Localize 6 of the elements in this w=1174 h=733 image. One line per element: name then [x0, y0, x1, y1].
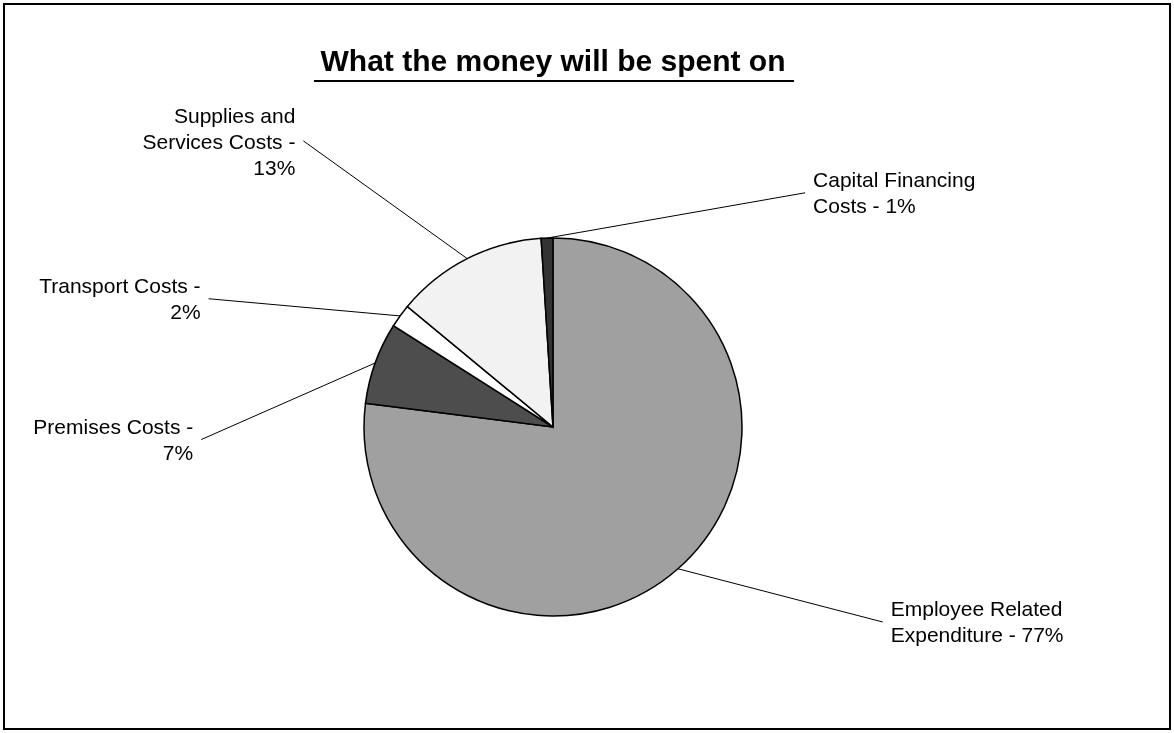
slice-label: Employee Related Expenditure - 77% [890, 597, 1064, 646]
slice-label: Supplies and Services Costs - 13% [142, 103, 296, 179]
slice-label: Transport Costs - 2% [39, 273, 201, 323]
slice-label: Capital Financing Costs - 1% [813, 167, 976, 217]
chart-title: What the money will be spent on [320, 44, 786, 77]
slice-label: Premises Costs - 7% [33, 414, 194, 464]
